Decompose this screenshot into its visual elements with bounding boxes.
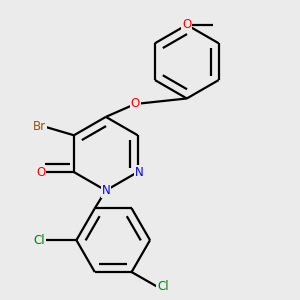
Text: Br: Br (32, 120, 46, 133)
Text: Cl: Cl (157, 280, 169, 293)
Text: O: O (131, 98, 140, 110)
Text: N: N (101, 184, 110, 197)
Text: N: N (135, 166, 144, 178)
Text: O: O (182, 18, 191, 32)
Text: Cl: Cl (34, 234, 45, 247)
Text: O: O (36, 166, 46, 178)
